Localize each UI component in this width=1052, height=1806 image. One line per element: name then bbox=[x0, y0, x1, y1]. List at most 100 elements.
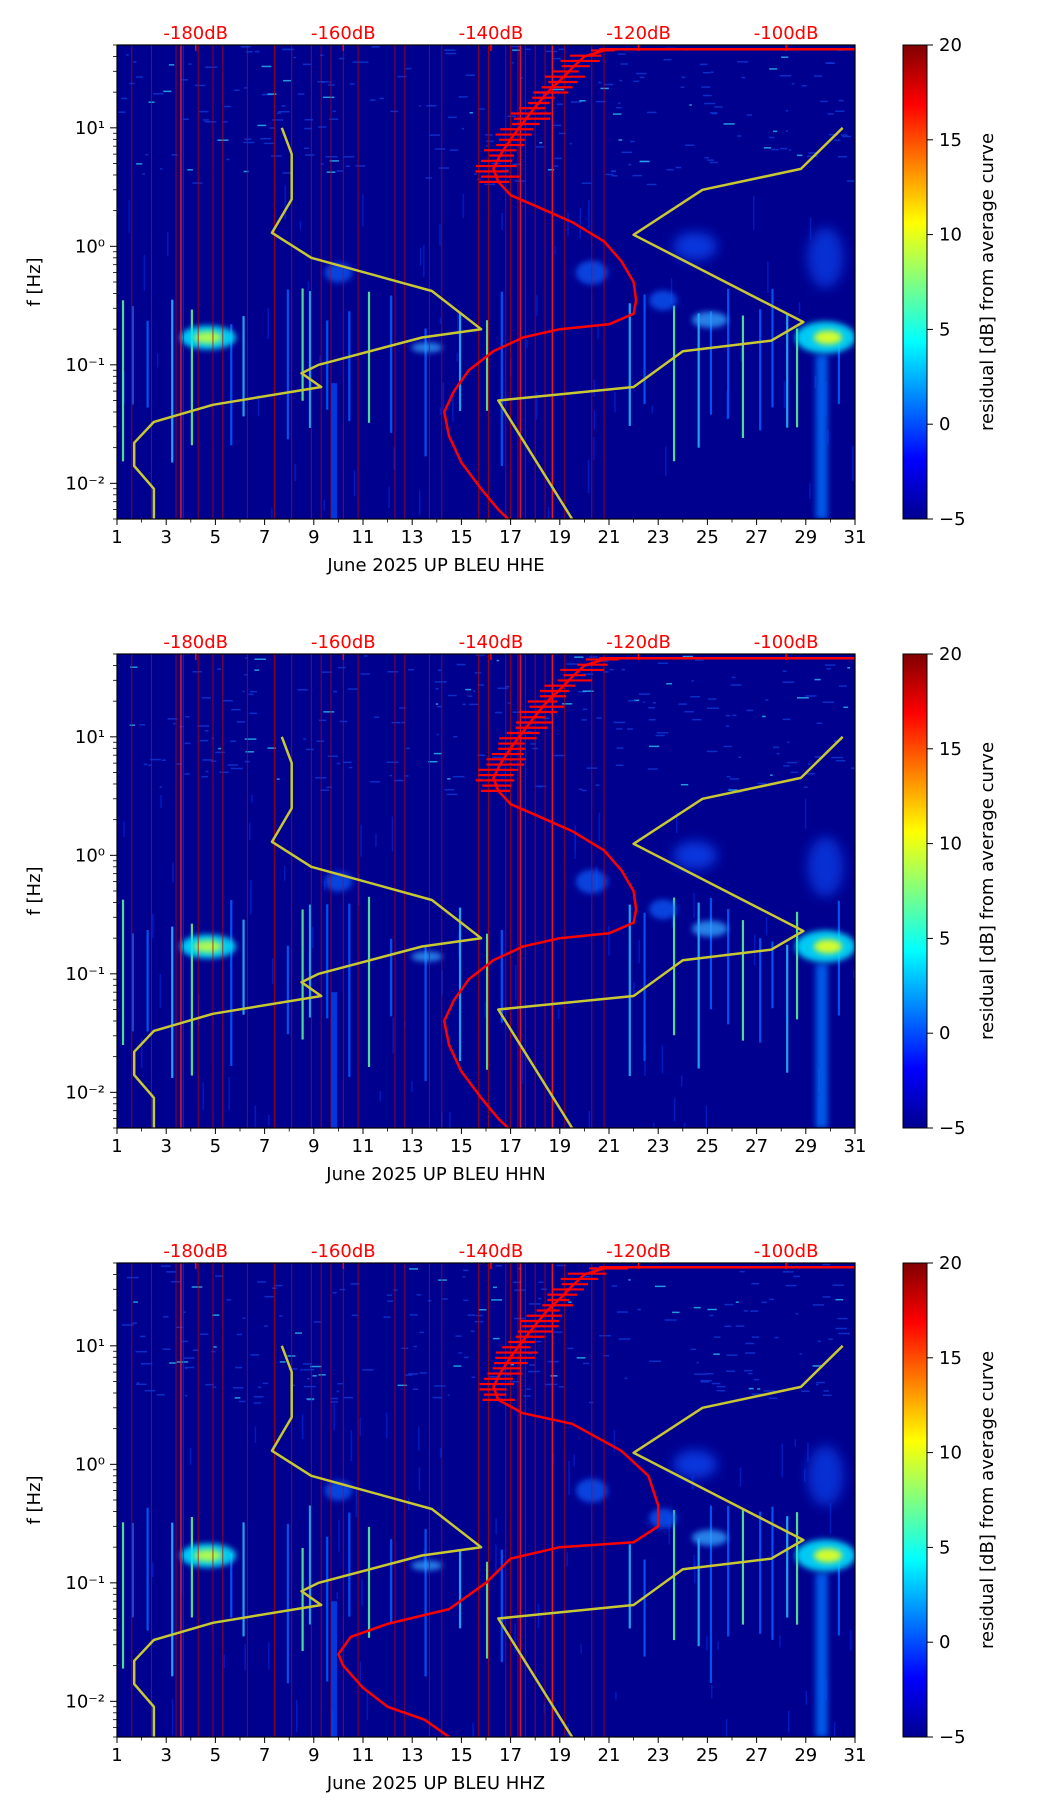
x-tick-label: 19 bbox=[548, 527, 571, 548]
colorbar-tick-label: 20 bbox=[939, 1253, 962, 1274]
top-db-label: -160dB bbox=[311, 23, 376, 44]
top-db-label: -100dB bbox=[754, 632, 819, 653]
y-tick-label: 10¹ bbox=[75, 727, 105, 748]
x-tick-label: 13 bbox=[401, 1136, 424, 1157]
x-tick-label: 11 bbox=[352, 527, 375, 548]
average-curve-line bbox=[337, 1267, 660, 1737]
colorbar-tick-label: 10 bbox=[939, 225, 962, 246]
x-tick-label: 31 bbox=[844, 1136, 867, 1157]
colorbar-tick-label: −5 bbox=[939, 1727, 966, 1748]
x-tick-label: 13 bbox=[401, 1745, 424, 1766]
top-db-label: -160dB bbox=[311, 632, 376, 653]
x-axis-label: June 2025 UP BLEU HHE bbox=[326, 555, 544, 576]
y-tick-label: 10⁰ bbox=[75, 1454, 105, 1475]
x-tick-label: 7 bbox=[259, 1136, 270, 1157]
y-tick-label: 10⁻¹ bbox=[65, 1573, 105, 1594]
x-tick-label: 7 bbox=[259, 527, 270, 548]
x-tick-label: 7 bbox=[259, 1745, 270, 1766]
y-tick-label: 10⁻¹ bbox=[65, 355, 105, 376]
top-db-axis: -180dB -160dB -140dB -120dB -100dB bbox=[163, 632, 818, 660]
x-tick-label: 31 bbox=[844, 1745, 867, 1766]
top-db-label: -140dB bbox=[459, 23, 524, 44]
x-tick-label: 5 bbox=[210, 527, 221, 548]
colorbar-gradient bbox=[902, 1262, 928, 1738]
top-db-label: -120dB bbox=[606, 632, 671, 653]
top-db-label: -180dB bbox=[163, 632, 228, 653]
glitch-lines bbox=[131, 1263, 605, 1737]
x-tick-label: 17 bbox=[499, 1136, 522, 1157]
x-tick-label: 5 bbox=[210, 1136, 221, 1157]
x-tick-label: 3 bbox=[160, 1136, 171, 1157]
colorbar-tick-label: 0 bbox=[939, 1632, 950, 1653]
x-tick-label: 9 bbox=[308, 527, 319, 548]
top-db-axis: -180dB -160dB -140dB -120dB -100dB bbox=[163, 1241, 818, 1269]
x-tick-label: 29 bbox=[794, 1136, 817, 1157]
colorbar: 20 15 10 5 0 −5 residual [dB] from average cur… bbox=[902, 1253, 998, 1748]
reference-curve-right-line bbox=[497, 735, 844, 1128]
y-tick-label: 10⁰ bbox=[75, 236, 105, 257]
colorbar-label: residual [dB] from average curve bbox=[977, 1351, 998, 1649]
x-tick-label: 23 bbox=[647, 527, 670, 548]
x-tick-label: 25 bbox=[696, 1745, 719, 1766]
top-db-label: -100dB bbox=[754, 23, 819, 44]
x-axis-label: June 2025 UP BLEU HHN bbox=[325, 1164, 545, 1185]
x-tick-label: 29 bbox=[794, 1745, 817, 1766]
average-curve-line bbox=[442, 658, 638, 1128]
colorbar-tick-label: 20 bbox=[939, 644, 962, 665]
top-db-axis: -180dB -160dB -140dB -120dB -100dB bbox=[163, 23, 818, 51]
colorbar-gradient bbox=[902, 653, 928, 1129]
top-db-label: -140dB bbox=[459, 1241, 524, 1262]
colorbar: 20 15 10 5 0 −5 residual [dB] from average cur… bbox=[902, 35, 998, 530]
x-tick-label: 17 bbox=[499, 1745, 522, 1766]
top-db-label: -140dB bbox=[459, 632, 524, 653]
reference-curve-right-line bbox=[497, 126, 844, 519]
x-tick-label: 1 bbox=[111, 1136, 122, 1157]
colorbar: 20 15 10 5 0 −5 residual [dB] from average cur… bbox=[902, 644, 998, 1139]
x-tick-label: 1 bbox=[111, 527, 122, 548]
x-tick-label: 11 bbox=[352, 1136, 375, 1157]
y-tick-label: 10⁻¹ bbox=[65, 964, 105, 985]
x-tick-label: 9 bbox=[308, 1745, 319, 1766]
x-tick-label: 9 bbox=[308, 1136, 319, 1157]
average-curve-jitter bbox=[479, 1267, 629, 1401]
x-tick-label: 29 bbox=[794, 527, 817, 548]
average-curve-line bbox=[442, 49, 638, 519]
top-db-label: -120dB bbox=[606, 23, 671, 44]
colorbar-tick-label: 20 bbox=[939, 35, 962, 56]
x-tick-label: 19 bbox=[548, 1136, 571, 1157]
y-tick-label: 10¹ bbox=[75, 118, 105, 139]
colorbar-tick-label: −5 bbox=[939, 1118, 966, 1139]
colorbar-tick-label: 15 bbox=[939, 130, 962, 151]
top-db-label: -180dB bbox=[163, 23, 228, 44]
x-tick-label: 3 bbox=[160, 1745, 171, 1766]
y-tick-label: 10¹ bbox=[75, 1336, 105, 1357]
y-axis: 10⁻² 10⁻¹ 10⁰ 10¹ f [Hz] bbox=[24, 44, 117, 520]
y-tick-label: 10⁻² bbox=[65, 1082, 105, 1103]
colorbar-tick-label: 5 bbox=[939, 319, 950, 340]
x-tick-label: 21 bbox=[598, 527, 621, 548]
colorbar-tick-label: 0 bbox=[939, 414, 950, 435]
x-tick-label: 11 bbox=[352, 1745, 375, 1766]
x-tick-label: 25 bbox=[696, 527, 719, 548]
average-curve-jitter bbox=[475, 49, 615, 183]
y-axis: 10⁻² 10⁻¹ 10⁰ 10¹ f [Hz] bbox=[24, 653, 117, 1129]
y-axis-label: f [Hz] bbox=[24, 1475, 45, 1524]
colorbar-tick-label: 5 bbox=[939, 1537, 950, 1558]
x-tick-label: 19 bbox=[548, 1745, 571, 1766]
plot-background bbox=[117, 45, 855, 519]
y-tick-label: 10⁰ bbox=[75, 845, 105, 866]
y-axis-label: f [Hz] bbox=[24, 866, 45, 915]
x-axis-label: June 2025 UP BLEU HHZ bbox=[326, 1773, 545, 1794]
colorbar-label: residual [dB] from average curve bbox=[977, 742, 998, 1040]
x-tick-label: 1 bbox=[111, 1745, 122, 1766]
plot-background bbox=[117, 1263, 855, 1737]
average-curve-jitter bbox=[475, 658, 619, 792]
reference-curve-left-line bbox=[132, 127, 483, 519]
